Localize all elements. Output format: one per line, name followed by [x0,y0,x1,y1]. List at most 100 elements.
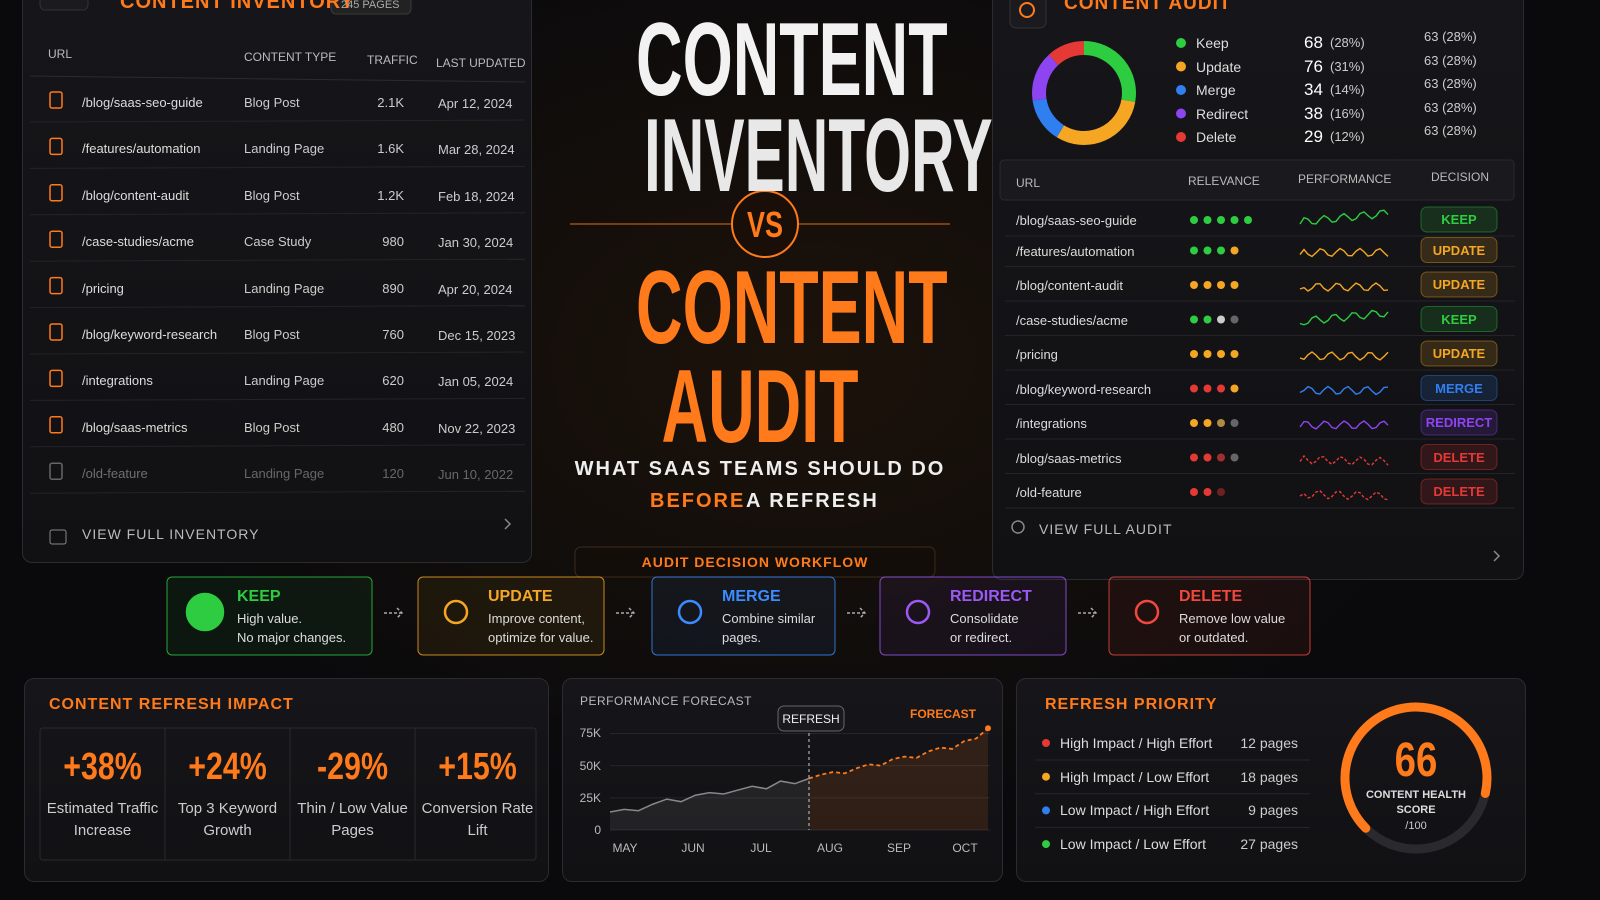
step-description: Combine similar [722,611,816,626]
step-card [166,576,373,656]
relevance-dot [1190,488,1198,496]
icon-box [1009,0,1047,29]
url: /old-feature [82,466,148,482]
relevance-dot [1217,488,1225,496]
file-icon [49,137,63,156]
url: /blog/content-audit [1016,278,1123,293]
refresh-label: REFRESH [782,712,840,726]
relevance-dot [1203,246,1212,255]
arrow [616,607,636,619]
workflow-title: AUDIT DECISION WORKFLOW [641,554,869,570]
file-icon [49,276,63,295]
content-type: Case Study [244,234,312,250]
decision-badge [1420,206,1498,233]
url: /blog/content-audit [82,187,189,203]
sparkline [1299,385,1389,396]
stat-label: Top 3 Keyword [177,800,278,817]
decision-badge [1420,409,1498,436]
audit-panel [992,0,1524,580]
url: /blog/saas-seo-guide [82,95,203,110]
decision-badge [1420,271,1498,298]
legend-name: Update [1196,58,1242,75]
stat-label: Estimated Traffic [46,800,159,817]
step-description: or redirect. [950,630,1013,645]
step-icon [1134,599,1160,625]
relevance-dot [1190,216,1198,224]
url: /blog/saas-metrics [1016,450,1122,466]
traffic: 1.2K [377,187,404,203]
priority-count: 12 pages [1240,735,1298,751]
url: /features/automation [1016,243,1135,259]
step-name: DELETE [1179,588,1243,605]
row-divider [29,119,526,123]
traffic: 1.6K [377,141,404,157]
legend-share: (12%) [1330,129,1365,144]
row-divider [29,75,526,83]
step-description: High value. [237,611,303,626]
priority-label: Low Impact / Low Effort [1060,836,1207,853]
sparkline [1299,247,1389,258]
traffic: 760 [382,327,404,342]
relevance-dot [1203,315,1212,324]
content-type: Blog Post [244,419,300,435]
footer-link[interactable]: VIEW FULL AUDIT [1039,521,1173,537]
legend-dot [1176,38,1186,48]
traffic: 480 [382,419,404,435]
relevance-dot [1203,453,1212,462]
score: 66 [1394,734,1438,787]
content-type: Blog Post [244,327,300,342]
relevance-dot [1203,350,1212,358]
hero-title: AUDIT [661,349,859,465]
footer-link[interactable]: VIEW FULL INVENTORY [82,526,260,542]
step-description: No major changes. [237,630,347,645]
step-description: Remove low value [1179,611,1286,626]
relevance-dot [1190,350,1198,358]
last-updated: Dec 15, 2023 [438,328,516,343]
sparkline [1299,454,1389,466]
sparkline [1299,282,1389,292]
stat-label: Lift [467,822,488,839]
priority-dot [1042,772,1050,781]
legend-alt: 63 (28%) [1424,123,1477,138]
chevron [504,518,512,530]
step-name: REDIRECT [950,588,1032,605]
y-tick-label: 0 [594,823,601,837]
legend-count: 38 [1304,103,1323,123]
traffic: 120 [382,466,404,482]
file-icon [49,91,63,109]
relevance-dot [1217,315,1225,324]
y-tick-label: 75K [579,726,601,741]
tagline: WHAT SAAS TEAMS SHOULD DO [574,458,946,480]
priority-dot [1042,806,1050,815]
step-icon [677,599,703,625]
legend-name: Merge [1196,82,1236,98]
line [609,777,810,813]
step-description: Consolidate [950,611,1019,626]
relevance-dot [1230,246,1239,255]
legend-alt: 63 (28%) [1424,99,1477,115]
stat-label: Increase [73,822,132,839]
decision-badge [1420,375,1498,401]
endpoint [985,725,991,732]
decision-badge [1420,478,1498,505]
score-max: /100 [1405,820,1427,832]
refresh-box [777,705,845,732]
decision-badge [1420,340,1498,367]
legend-dot [1176,132,1186,142]
url: /pricing [1016,347,1058,362]
hero-title: CONTENT [636,250,948,366]
priority-label: High Impact / Low Effort [1060,768,1210,785]
badge-text: 245 PAGES [341,0,400,11]
legend-alt: 63 (28%) [1424,29,1477,44]
url: /blog/keyword-research [1016,381,1152,397]
relevance-dot [1190,453,1198,462]
column-header: LAST UPDATED [436,56,526,70]
relevance-dot [1190,384,1198,393]
tagline-highlight: BEFORE [650,490,746,512]
legend-alt: 63 (28%) [1424,76,1477,91]
row-divider [29,351,526,355]
relevance-dot [1203,216,1212,224]
decision-badge [1420,237,1498,263]
donut-segment [1048,41,1085,66]
